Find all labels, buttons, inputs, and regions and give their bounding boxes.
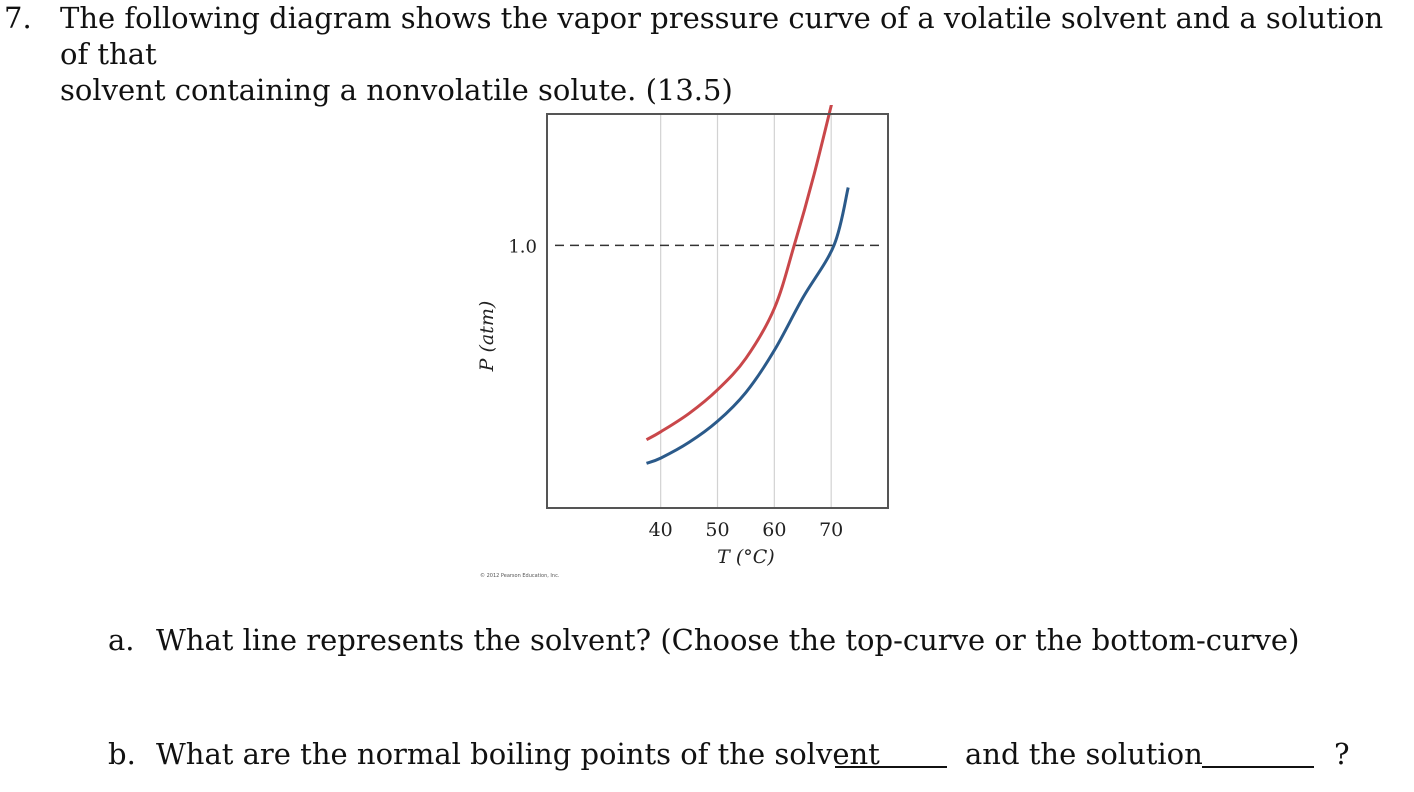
part-a-text: What line represents the solvent? (Choos… xyxy=(156,623,1300,657)
chart-gridlines xyxy=(660,114,832,508)
x-tick-label-70: 70 xyxy=(819,519,843,541)
question-line-1: The following diagram shows the vapor pr… xyxy=(60,1,1384,71)
part-b-letter: b. xyxy=(108,737,136,771)
y-axis-label: P (atm) xyxy=(476,301,498,373)
part-b: b. What are the normal boiling points of… xyxy=(108,736,1408,776)
question-number: 7. xyxy=(4,1,32,35)
y-tick-label: 1.0 xyxy=(508,236,537,257)
vapor-pressure-chart: 1.0 40 50 60 70 T (°C) P (atm) © 2012 Pears… xyxy=(476,105,889,579)
x-tick-labels: 40 50 60 70 xyxy=(649,519,844,541)
part-b-text-1: What are the normal boiling points of th… xyxy=(156,737,880,771)
plot-frame xyxy=(546,113,889,509)
series-bottom-curve xyxy=(646,187,850,465)
copyright-credit: © 2012 Pearson Education, Inc. xyxy=(480,572,560,579)
solution-boiling-point-blank[interactable] xyxy=(1202,742,1314,768)
part-a: a. What line represents the solvent? (Ch… xyxy=(108,622,1299,658)
x-axis-label: T (°C) xyxy=(717,546,775,568)
series-top-curve xyxy=(645,105,833,442)
part-a-letter: a. xyxy=(108,623,135,657)
solvent-boiling-point-blank[interactable] xyxy=(835,742,947,768)
part-b-text-3: ? xyxy=(1334,737,1350,771)
x-tick-label-60: 60 xyxy=(762,519,786,541)
part-b-text-2: and the solution xyxy=(965,737,1203,771)
question-line-2: solvent containing a nonvolatile solute.… xyxy=(60,73,733,107)
question-text: The following diagram shows the vapor pr… xyxy=(60,0,1400,108)
x-tick-label-40: 40 xyxy=(649,519,673,541)
x-tick-label-50: 50 xyxy=(705,519,729,541)
